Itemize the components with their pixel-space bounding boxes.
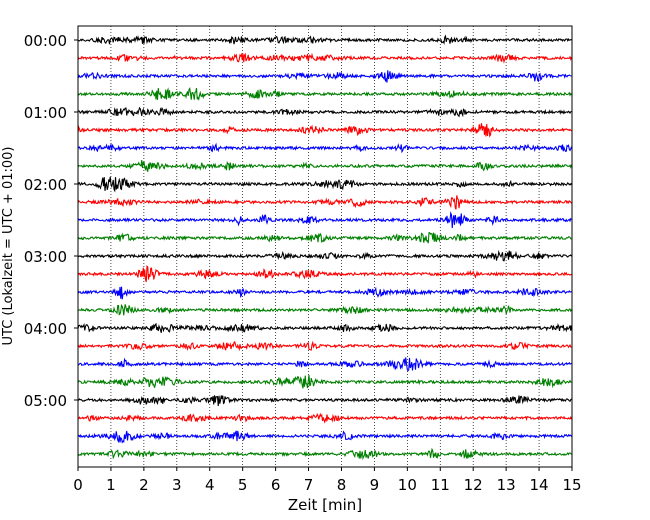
x-tick-label: 15: [562, 476, 581, 494]
x-tick-label: 14: [530, 476, 549, 494]
x-tick-label: 10: [398, 476, 417, 494]
seismic-trace: [77, 123, 572, 138]
x-tick-label: 0: [73, 476, 83, 494]
seismic-trace: [77, 195, 572, 210]
seismic-trace: [77, 106, 572, 118]
x-tick-label: 2: [139, 476, 149, 494]
seismic-trace: [77, 304, 572, 316]
seismic-trace: [77, 87, 572, 102]
seismic-trace: [77, 430, 572, 444]
x-tick-label: 4: [205, 476, 215, 494]
y-tick-label: 05:00: [24, 392, 67, 410]
plot-frame: [77, 25, 573, 468]
seismic-trace: [77, 70, 572, 83]
x-tick-label: 8: [337, 476, 347, 494]
y-tick-label: 03:00: [24, 248, 67, 266]
seismic-trace: [77, 412, 573, 424]
x-tick-label: 7: [304, 476, 314, 494]
y-axis-label: UTC (Lokalzeit = UTC + 01:00): [1, 147, 16, 346]
seismic-trace: [77, 395, 572, 407]
y-tick-label: 04:00: [24, 320, 67, 338]
seismic-trace: [77, 249, 572, 262]
x-tick-label: 1: [106, 476, 116, 494]
x-tick-label: 6: [271, 476, 281, 494]
y-tick-label: 02:00: [24, 176, 67, 194]
x-tick-label: 9: [370, 476, 380, 494]
x-axis-label: Zeit [min]: [288, 496, 362, 514]
seismic-trace: [77, 265, 572, 283]
y-tick-label: 00:00: [24, 32, 67, 50]
seismic-trace: [77, 232, 572, 244]
seismic-trace: [77, 340, 572, 352]
seismic-trace: [77, 176, 572, 193]
seismic-trace: [77, 357, 572, 372]
x-axis: 0 1 2 3 4 5 6 7 8 9 10 11 12 13 14 15: [73, 467, 582, 494]
seismic-trace: [77, 375, 572, 389]
y-axis: 00:00 01:00 02:00 03:00 04:00 05:00: [24, 32, 78, 410]
x-tick-label: 3: [172, 476, 182, 494]
y-tick-label: 01:00: [24, 104, 67, 122]
x-tick-label: 13: [497, 476, 516, 494]
seismic-trace: [77, 211, 572, 229]
seismic-trace: [77, 286, 572, 300]
seismic-trace: [77, 52, 573, 64]
seismic-traces: [77, 34, 573, 461]
seismic-trace: [77, 322, 573, 333]
seismic-trace: [77, 34, 572, 45]
x-tick-label: 12: [464, 476, 483, 494]
seismic-trace: [77, 447, 572, 461]
x-tick-label: 5: [238, 476, 248, 494]
seismic-trace: [77, 142, 573, 154]
seismic-trace: [77, 159, 573, 172]
x-tick-label: 11: [431, 476, 450, 494]
